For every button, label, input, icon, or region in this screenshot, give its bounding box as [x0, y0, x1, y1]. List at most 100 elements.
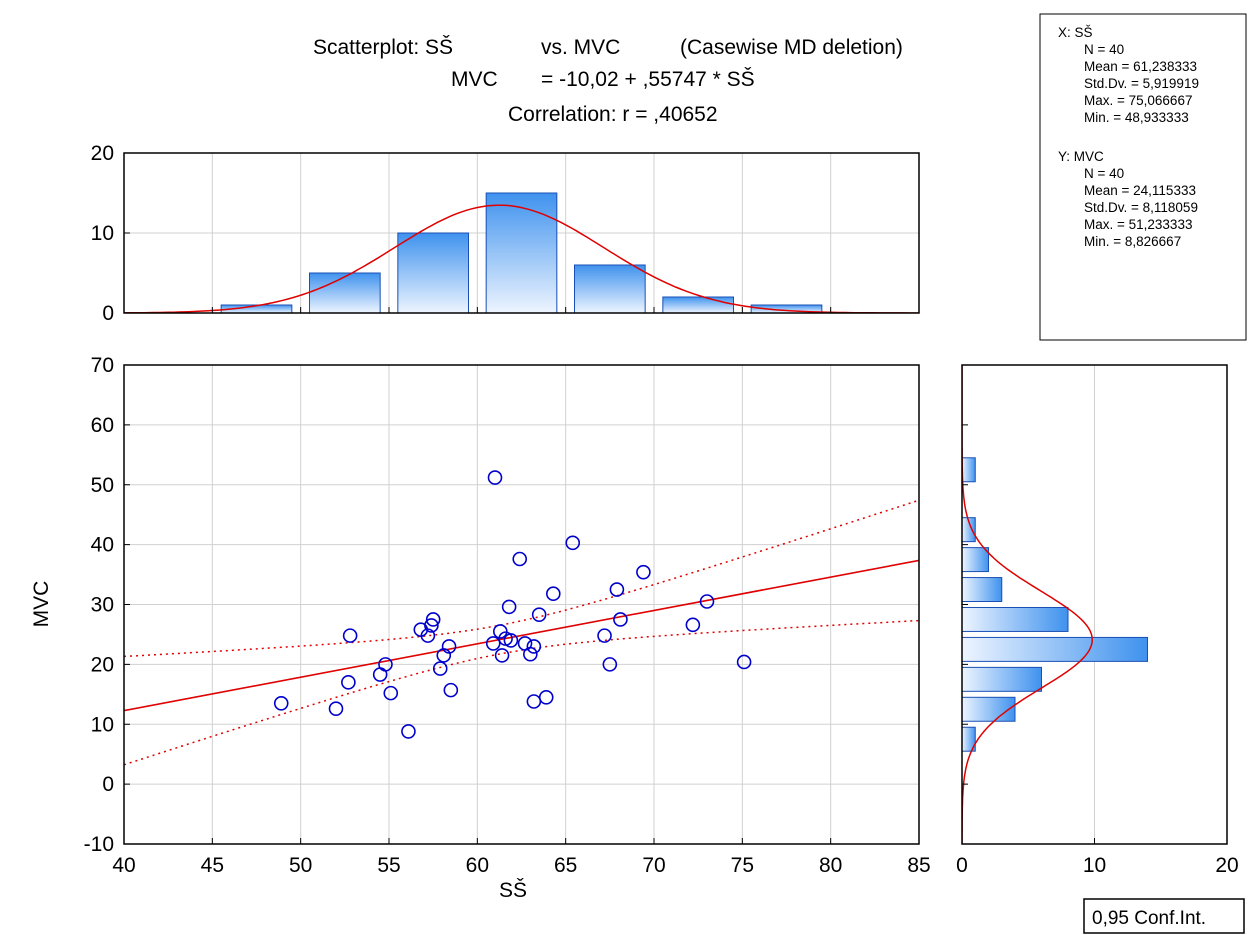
data-point: [523, 646, 538, 662]
x-tick-label: 70: [642, 854, 665, 877]
data-point: [485, 636, 501, 651]
regression-line: [124, 559, 919, 712]
scatter-grid: [124, 365, 919, 844]
top-normal-curve: [124, 204, 919, 313]
data-point: [443, 682, 459, 698]
title-line1-a: Scatterplot: SŠ: [313, 36, 453, 59]
right-x-tick-label: 0: [956, 854, 968, 877]
data-point: [609, 582, 625, 597]
data-point: [685, 617, 701, 633]
x-tick-label: 50: [289, 854, 312, 877]
conf-band-lower: [124, 619, 919, 766]
right-histogram-bar: [962, 547, 989, 573]
data-point: [341, 675, 356, 690]
x-tick-label: 65: [554, 854, 577, 877]
data-point: [538, 690, 554, 705]
conf-band-upper: [124, 499, 919, 658]
data-point: [328, 701, 344, 716]
y-tick-label: 10: [91, 713, 114, 736]
x-tick-label: 85: [907, 854, 930, 877]
data-point: [494, 648, 510, 663]
right-histogram-frame: [961, 364, 1228, 845]
top-histogram-frame: [123, 152, 920, 314]
y-tick-label: 0: [102, 773, 114, 796]
right-histogram-bar: [962, 696, 1016, 722]
stats-y-line: Mean = 24,115333: [1084, 183, 1196, 198]
title-line1-c: (Casewise MD deletion): [680, 36, 903, 59]
data-point: [401, 724, 416, 739]
y-tick-label: 50: [91, 474, 114, 497]
legend: 0,95 Conf.Int.: [1083, 898, 1245, 934]
stats-y-line: Min. = 8,826667: [1084, 234, 1181, 249]
right-histogram-bar: [962, 726, 976, 752]
x-tick-label: 60: [466, 854, 489, 877]
data-point: [424, 618, 439, 633]
title-line1-b: vs. MVC: [541, 36, 620, 59]
data-point: [512, 551, 528, 567]
scatter-plot: [124, 470, 919, 766]
right-histogram-bar: [962, 666, 1042, 692]
data-point: [425, 612, 441, 627]
stats-y-header: Y: MVC: [1058, 149, 1104, 164]
legend-label: 0,95 Conf.Int.: [1092, 908, 1206, 929]
top-y-tick-label: 10: [91, 222, 114, 245]
data-point: [342, 628, 358, 643]
right-histogram-bar: [962, 606, 1069, 632]
data-point: [378, 657, 393, 672]
top-y-tick-label: 20: [91, 142, 114, 165]
y-tick-label: 60: [91, 414, 114, 437]
y-tick-label: 20: [91, 653, 114, 676]
right-histogram-bar: [962, 577, 1003, 603]
stats-x-header: X: SŠ: [1058, 25, 1093, 40]
top-histogram-bar: [574, 264, 646, 313]
top-histogram-bar: [309, 272, 381, 313]
stats-y-line: N = 40: [1084, 166, 1124, 181]
data-point: [526, 639, 542, 654]
stats-x-line: N = 40: [1084, 42, 1124, 57]
stats-y-line: Max. = 51,233333: [1084, 217, 1192, 232]
data-point: [636, 564, 651, 580]
y-tick-label: 70: [91, 354, 114, 377]
top-y-tick-label: 0: [102, 302, 114, 325]
data-point: [441, 639, 457, 654]
data-point: [613, 612, 628, 627]
data-point: [597, 628, 612, 643]
data-point: [383, 685, 399, 701]
y-axis-title: MVC: [30, 581, 53, 628]
data-point: [565, 535, 581, 551]
right-histogram-bar: [962, 457, 976, 483]
title-line3: Correlation: r = ,40652: [508, 103, 718, 126]
right-histogram: [962, 365, 1148, 844]
x-tick-label: 40: [112, 854, 135, 877]
tick-labels: 40 45 50 55 60 65 70 75 80 85 -10 0 10 20 30 40 50 60 70 0 1…: [84, 142, 1239, 877]
data-point: [432, 661, 448, 676]
data-point: [736, 654, 752, 670]
x-tick-label: 55: [377, 854, 400, 877]
top-histogram-grid: [124, 153, 919, 313]
top-histogram-bar: [485, 192, 558, 313]
right-normal-curve: [962, 365, 1093, 844]
stats-x-line: Min. = 48,933333: [1084, 110, 1189, 125]
top-histogram-bar: [397, 232, 470, 313]
right-x-tick-label: 10: [1083, 854, 1106, 877]
right-x-tick-label: 20: [1215, 854, 1238, 877]
top-histogram-bar: [662, 296, 734, 313]
data-point: [602, 657, 618, 672]
right-histogram-bar: [962, 517, 976, 543]
x-tick-label: 80: [819, 854, 842, 877]
title-line2-a: MVC: [451, 68, 498, 91]
right-histogram-bar: [962, 636, 1148, 662]
data-point: [273, 695, 289, 711]
x-tick-label: 45: [201, 854, 224, 877]
stats-box: X: SŠ N = 40 Mean = 61,238333 Std.Dv. = …: [1039, 13, 1247, 341]
x-axis-title: SŠ: [499, 879, 527, 902]
data-point: [545, 586, 561, 602]
scatter-frame: [123, 364, 920, 845]
top-histogram: [124, 192, 919, 313]
y-tick-label: 40: [91, 534, 114, 557]
data-point: [503, 633, 519, 648]
x-tick-label: 75: [731, 854, 754, 877]
chart-title: Scatterplot: SŠ vs. MVC (Casewise MD del…: [313, 36, 903, 126]
stats-x-line: Std.Dv. = 5,919919: [1084, 76, 1199, 91]
